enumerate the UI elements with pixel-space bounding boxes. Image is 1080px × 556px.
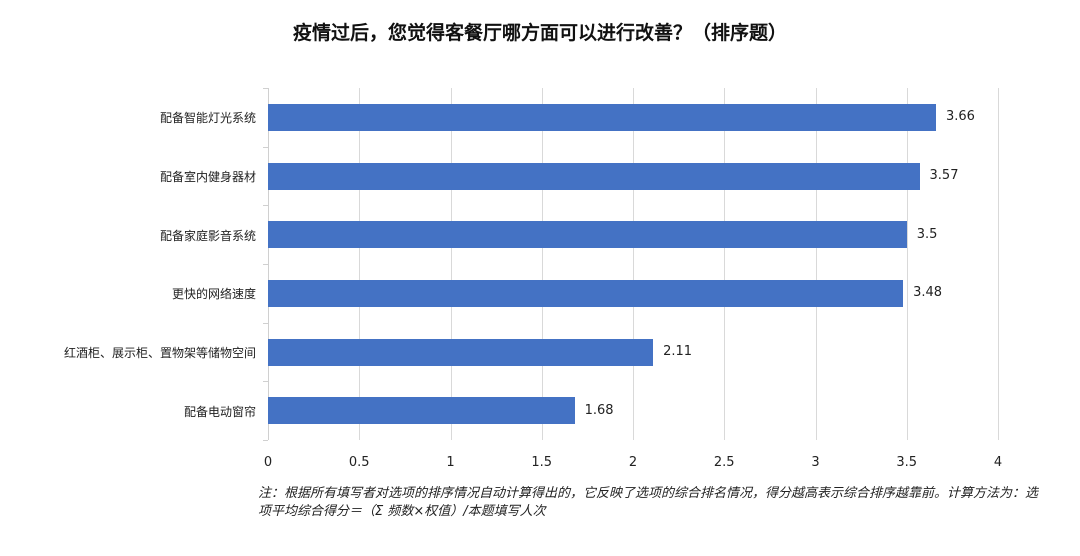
gridline	[541, 88, 543, 440]
category-label: 配备智能灯光系统	[159, 111, 256, 126]
category-label: 配备室内健身器材	[159, 170, 256, 184]
category-tick-mark	[263, 264, 268, 265]
category-label: 红酒柜、展示柜、置物架等储物空间	[63, 346, 256, 360]
bar-value-label: 3.57	[929, 168, 959, 183]
category-tick-mark	[263, 440, 268, 441]
gridline	[906, 88, 908, 440]
footnote: 注：根据所有填写者对选项的排序情况自动计算得出的，它反映了选项的综合排名情况，得…	[258, 486, 1039, 519]
x-tick-label: 3	[811, 455, 820, 470]
x-tick-label: 0	[263, 455, 273, 470]
category-label: 配备电动窗帘	[183, 404, 256, 419]
bar[interactable]	[268, 103, 936, 131]
bar-value-label: 3.48	[913, 285, 943, 301]
bar-value-label: 3.5	[916, 226, 938, 242]
gridline	[359, 88, 361, 440]
gridline	[724, 88, 726, 440]
chart-title: 疫情过后，您觉得客餐厅哪方面可以进行改善？（排序题）	[292, 22, 787, 44]
category-label: 配备家庭影音系统	[159, 228, 256, 243]
y-axis-line	[268, 88, 269, 440]
bar[interactable]	[268, 338, 654, 366]
gridline	[998, 88, 999, 440]
x-tick-label: 3.5	[896, 455, 918, 470]
bar[interactable]	[268, 221, 907, 249]
x-tick-label: 0.5	[348, 455, 370, 470]
bar[interactable]	[268, 397, 575, 425]
category-tick-mark	[263, 146, 268, 148]
bar[interactable]	[268, 279, 904, 307]
category-tick-mark	[263, 381, 268, 383]
gridline	[450, 88, 452, 440]
category-tick-mark	[263, 322, 268, 324]
category-tick-mark	[263, 205, 268, 207]
bar-value-label: 2.11	[663, 344, 693, 359]
category-label: 更快的网络速度	[171, 287, 256, 302]
x-tick-label: 4	[993, 455, 1003, 470]
bar[interactable]	[268, 162, 920, 190]
bar-value-label: 3.66	[945, 109, 975, 125]
plot-area: 3.66 3.57 3.5 3.48 2.11 1.68	[263, 88, 999, 441]
x-tick-label: 1	[446, 455, 455, 470]
gridline	[633, 88, 634, 440]
x-tick-label: 2	[628, 455, 638, 470]
x-tick-label: 1.5	[531, 455, 553, 470]
gridline	[815, 88, 817, 440]
category-tick-mark	[263, 88, 268, 89]
bar-value-label: 1.68	[584, 402, 614, 418]
x-tick-label: 2.5	[713, 455, 735, 470]
